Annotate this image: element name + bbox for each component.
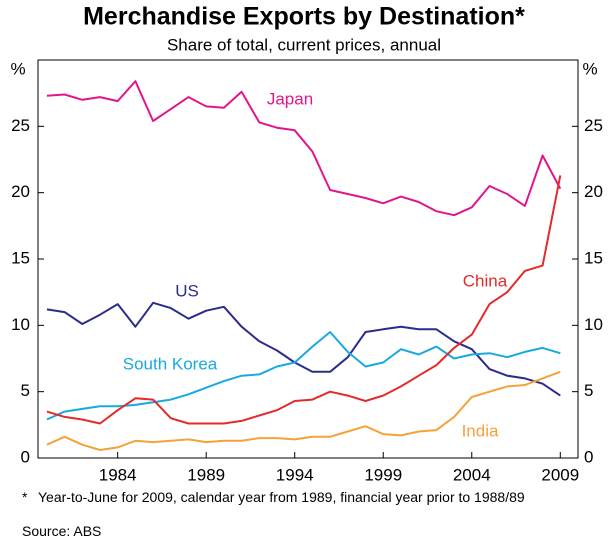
series-label: South Korea (123, 354, 218, 373)
y-unit-right: % (582, 59, 597, 78)
chart: Merchandise Exports by Destination* Shar… (10, 3, 603, 485)
series-label: China (463, 271, 508, 290)
series-line (46, 370, 561, 451)
x-tick-label: 1999 (364, 465, 402, 484)
x-tick-label: 1994 (276, 465, 314, 484)
y-tick-label: 10 (11, 315, 30, 334)
y-tick-label-right: 10 (584, 315, 603, 334)
y-tick-label-right: 20 (584, 182, 603, 201)
x-tick-label: 2004 (453, 465, 491, 484)
x-tick-label: 2009 (541, 465, 579, 484)
series-label: Japan (267, 89, 313, 108)
series-line (46, 301, 561, 397)
series-label: India (462, 421, 499, 440)
plot-frame (37, 59, 579, 459)
y-tick-label: 0 (21, 447, 30, 466)
y-tick-label: 15 (11, 248, 30, 267)
y-tick-label-right: 15 (584, 248, 603, 267)
footnote: Year-to-June for 2009, calendar year fro… (38, 489, 525, 505)
x-tick-label: 1989 (187, 465, 225, 484)
x-tick-label: 1984 (99, 465, 137, 484)
footnote-marker: * (22, 489, 28, 505)
y-tick-label-right: 5 (584, 381, 593, 400)
series-label: US (175, 281, 199, 300)
chart-title: Merchandise Exports by Destination* (83, 3, 525, 31)
y-tick-label-right: 25 (584, 116, 603, 135)
source: Source: ABS (22, 523, 102, 539)
series-line (46, 175, 562, 425)
y-unit-left: % (10, 59, 25, 78)
series-line (46, 331, 561, 421)
chart-subtitle: Share of total, current prices, annual (167, 35, 441, 54)
y-tick-label-right: 0 (584, 447, 593, 466)
y-tick-label: 25 (11, 116, 30, 135)
y-tick-label: 20 (11, 182, 30, 201)
series-line (46, 80, 562, 217)
y-tick-label: 5 (21, 381, 30, 400)
